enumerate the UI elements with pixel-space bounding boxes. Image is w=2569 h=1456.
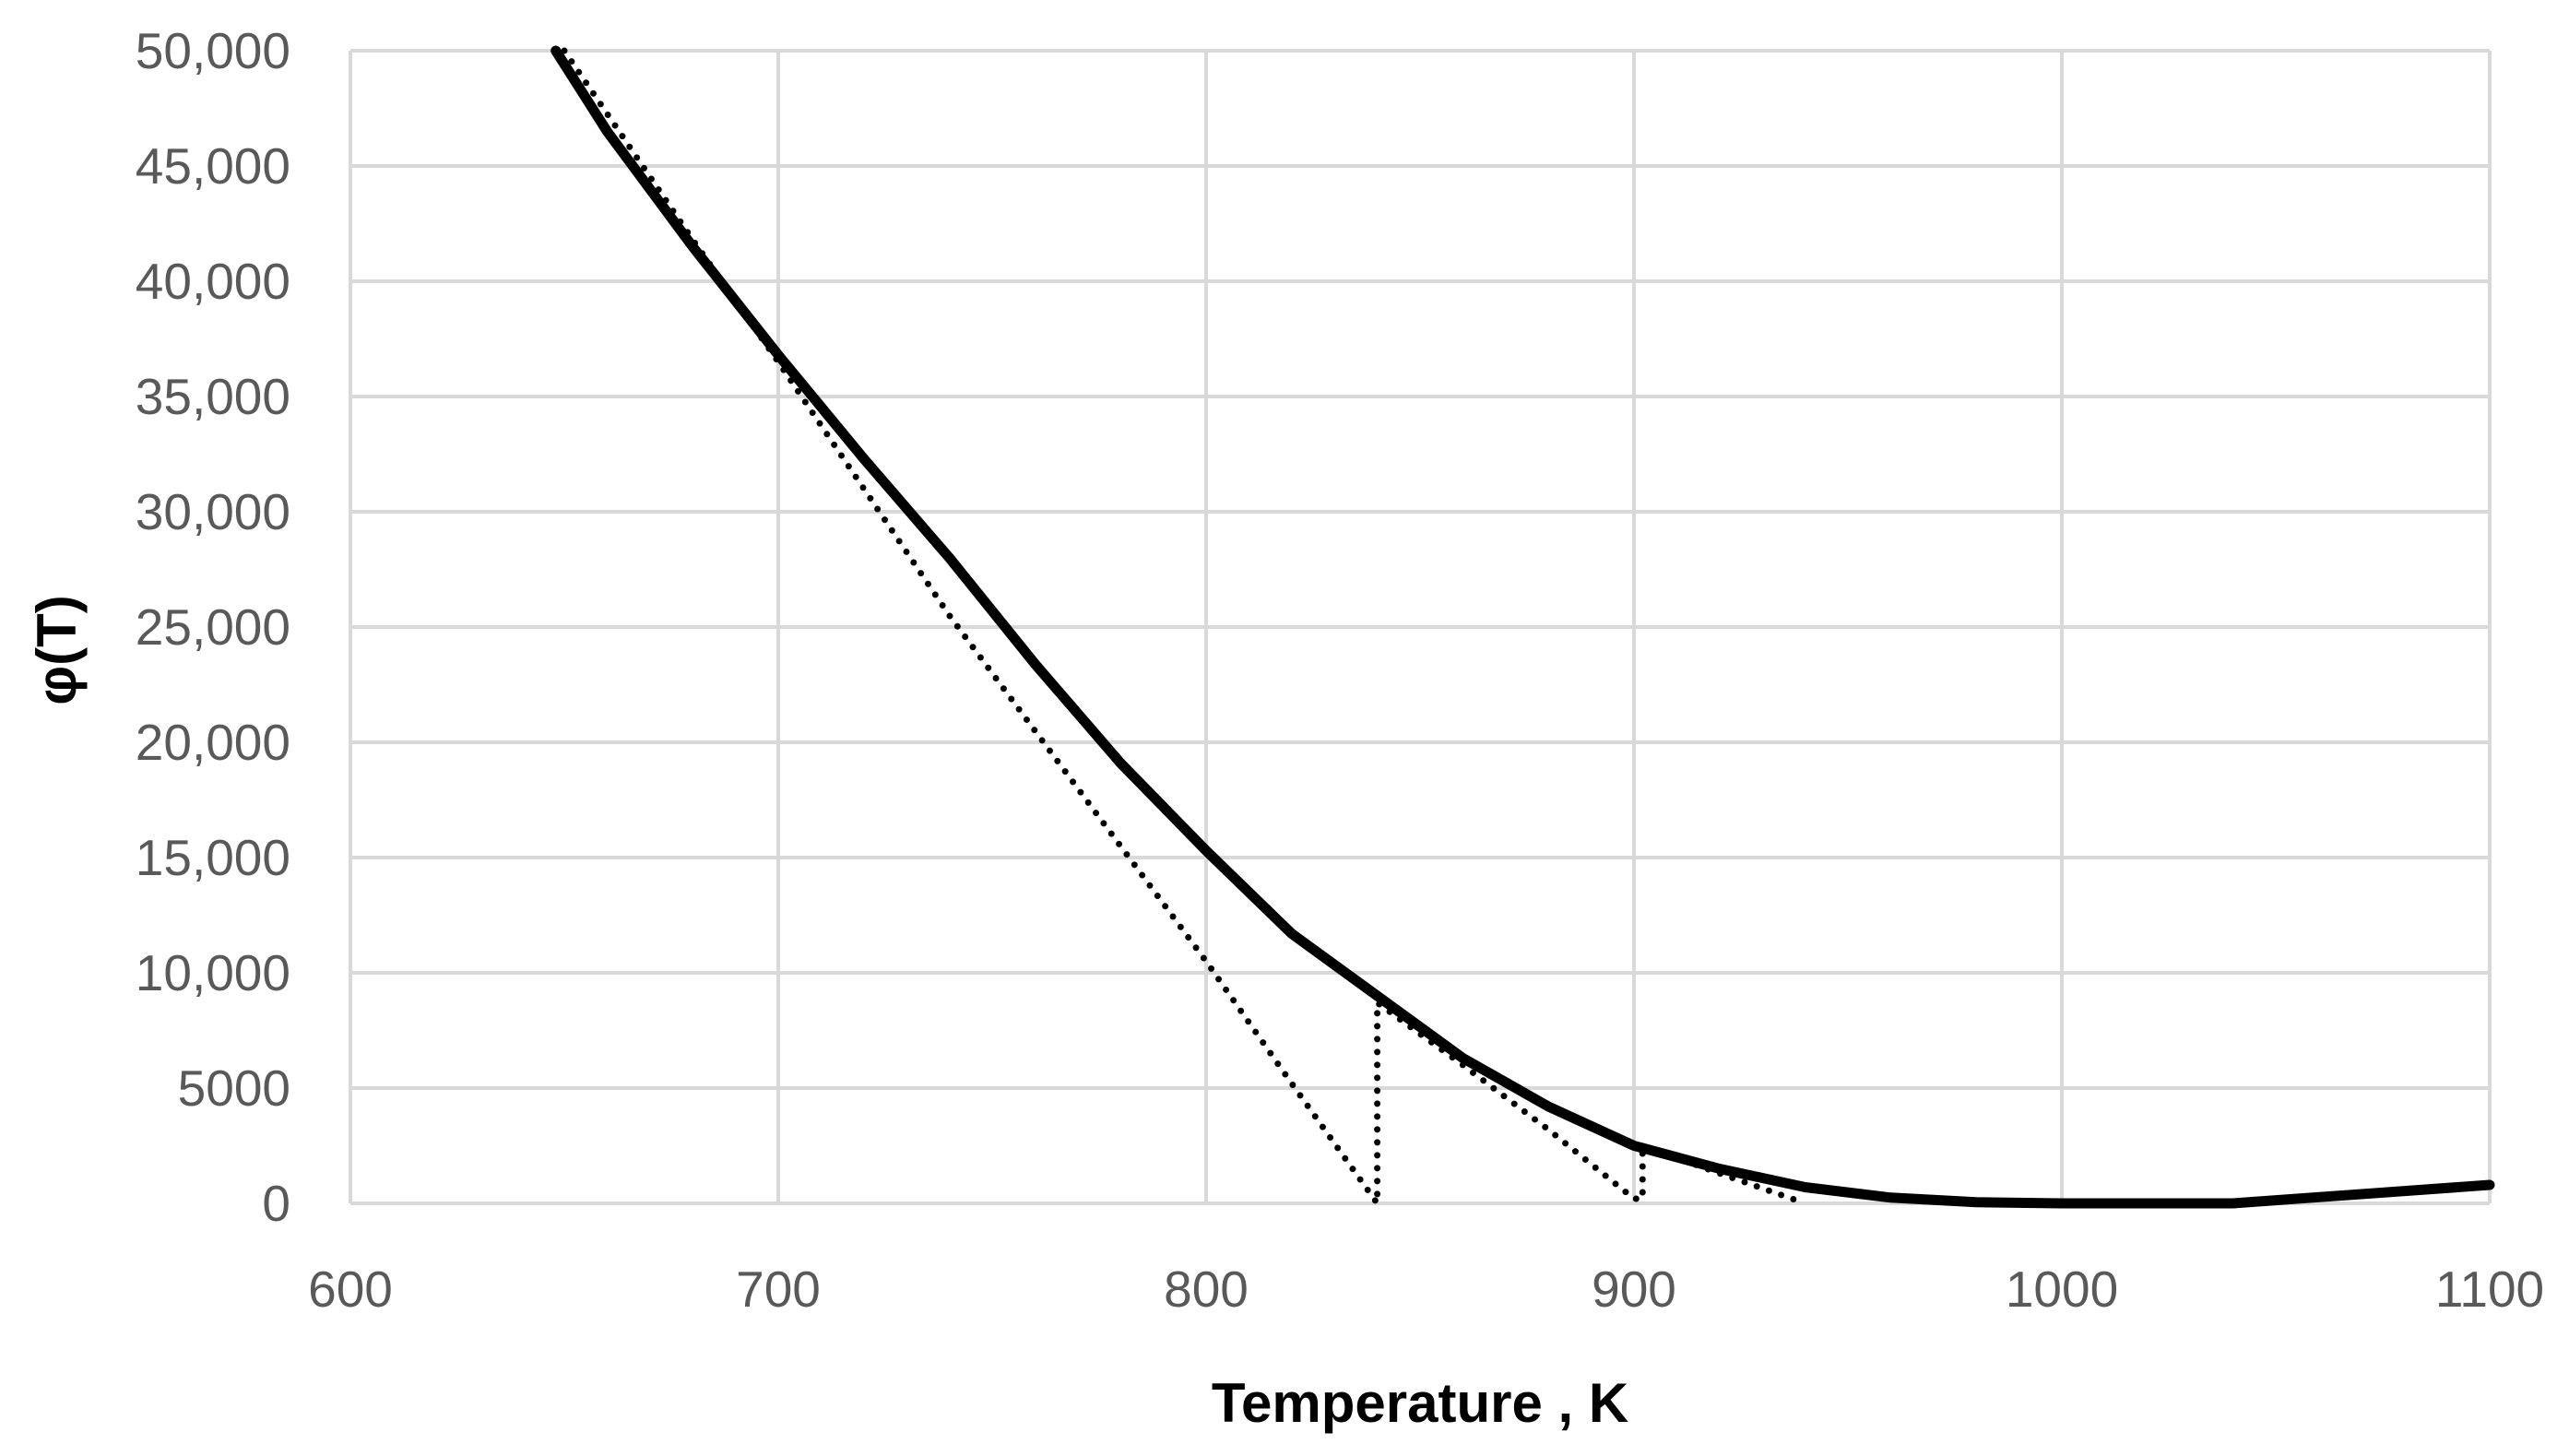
series-line-dotted	[561, 47, 1809, 1207]
y-tick-label: 45,000	[136, 137, 290, 195]
y-tick-label: 35,000	[136, 368, 290, 425]
x-tick-label: 1000	[2006, 1261, 2118, 1318]
x-tick-label: 800	[1164, 1261, 1249, 1318]
x-tick-label: 700	[736, 1261, 821, 1318]
y-tick-label: 25,000	[136, 598, 290, 656]
grid-layer	[349, 49, 2492, 1205]
y-tick-label: 30,000	[136, 483, 290, 540]
y-tick-label: 50,000	[136, 22, 290, 79]
y-tick-label: 15,000	[136, 829, 290, 886]
y-tick-label: 5000	[178, 1059, 290, 1117]
y-tick-label: 20,000	[136, 714, 290, 771]
y-tick-label: 0	[262, 1175, 290, 1232]
x-axis-title: Temperature , K	[1212, 1372, 1628, 1434]
y-tick-label: 10,000	[136, 944, 290, 1001]
y-axis-title: φ(T)	[26, 595, 88, 705]
series-line-solid	[550, 45, 2495, 1209]
y-tick-label: 40,000	[136, 253, 290, 310]
x-tick-label: 900	[1592, 1261, 1676, 1318]
tick-layer: 0 5000 10,000 15,000 20,000 25,000 30,000 35,00…	[136, 22, 2544, 1318]
x-tick-label: 600	[308, 1261, 393, 1318]
x-tick-label: 1100	[2435, 1261, 2544, 1318]
series-layer	[550, 45, 2495, 1209]
